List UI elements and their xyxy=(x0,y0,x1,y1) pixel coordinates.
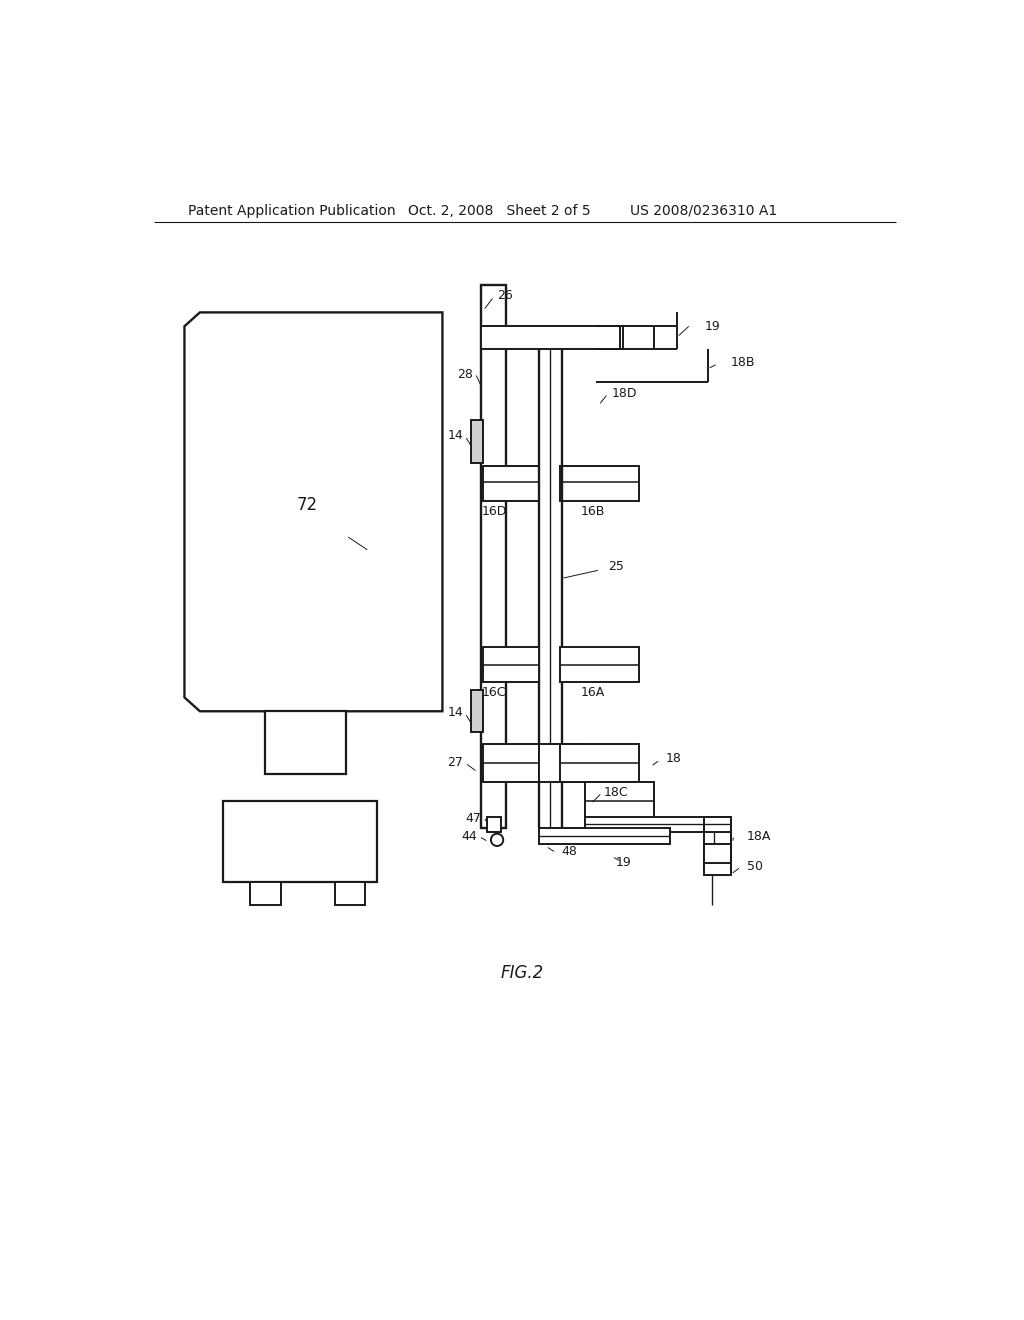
Text: 18A: 18A xyxy=(746,829,771,842)
Bar xyxy=(483,743,539,781)
Bar xyxy=(560,743,639,781)
Bar xyxy=(481,285,506,829)
Bar xyxy=(483,466,539,502)
Bar xyxy=(705,843,731,875)
Bar xyxy=(585,781,654,821)
Bar xyxy=(585,817,731,832)
Bar xyxy=(560,466,639,502)
Bar xyxy=(471,420,483,462)
Bar xyxy=(705,817,731,863)
Bar xyxy=(539,743,585,781)
Text: 19: 19 xyxy=(705,319,720,333)
Text: 28: 28 xyxy=(458,367,473,380)
Bar xyxy=(481,326,624,350)
Text: 18D: 18D xyxy=(611,387,637,400)
Polygon shape xyxy=(184,313,442,711)
Text: 44: 44 xyxy=(461,829,477,842)
Bar xyxy=(250,882,281,906)
Bar xyxy=(539,829,670,843)
Text: 27: 27 xyxy=(447,756,463,770)
Text: FIG.2: FIG.2 xyxy=(500,964,544,982)
Text: 50: 50 xyxy=(746,861,763,874)
Bar xyxy=(483,647,539,682)
Text: 18C: 18C xyxy=(603,785,628,799)
Text: 16C: 16C xyxy=(481,685,506,698)
Text: 19: 19 xyxy=(615,857,631,870)
Text: 16B: 16B xyxy=(581,504,605,517)
Text: 18: 18 xyxy=(666,752,682,766)
Text: 14: 14 xyxy=(447,706,463,719)
Text: Oct. 2, 2008   Sheet 2 of 5: Oct. 2, 2008 Sheet 2 of 5 xyxy=(408,203,591,218)
Text: 14: 14 xyxy=(447,429,463,442)
Bar xyxy=(471,689,483,733)
Bar xyxy=(560,647,639,682)
Text: 25: 25 xyxy=(608,560,624,573)
Text: 72: 72 xyxy=(297,496,318,513)
Text: 48: 48 xyxy=(562,845,578,858)
Bar xyxy=(487,817,501,832)
Bar xyxy=(705,863,731,871)
Text: US 2008/0236310 A1: US 2008/0236310 A1 xyxy=(630,203,777,218)
Text: Patent Application Publication: Patent Application Publication xyxy=(188,203,396,218)
Bar xyxy=(265,711,346,775)
Bar xyxy=(335,882,366,906)
Text: 18B: 18B xyxy=(731,356,756,370)
Text: 26: 26 xyxy=(497,289,513,302)
Text: 47: 47 xyxy=(465,812,481,825)
Bar xyxy=(223,801,377,882)
Text: 16A: 16A xyxy=(581,685,605,698)
Text: 16D: 16D xyxy=(481,504,507,517)
